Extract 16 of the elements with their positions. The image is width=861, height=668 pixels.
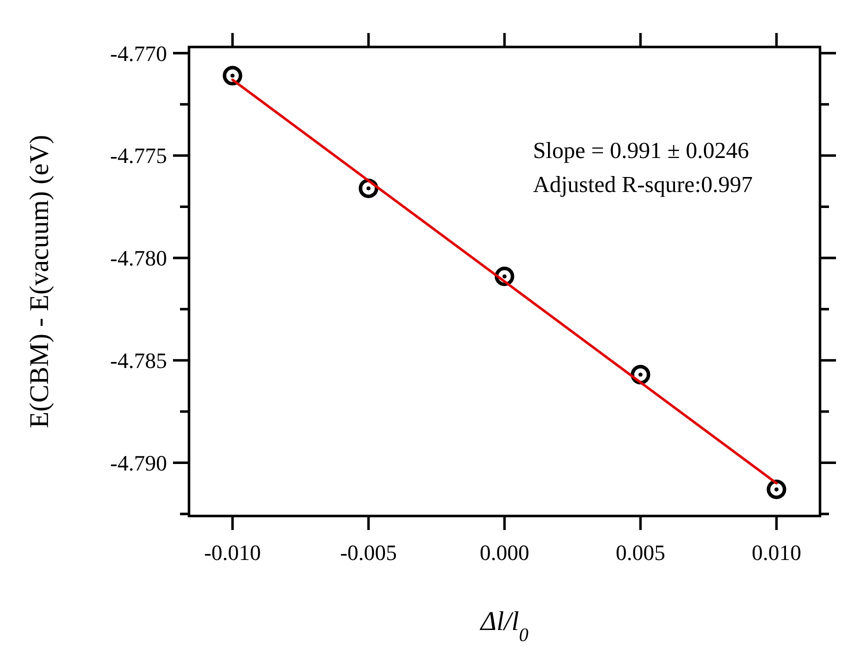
y-tick-label: -4.770 — [110, 40, 167, 66]
y-tick-label: -4.780 — [110, 246, 167, 271]
y-axis-title: E(CBM) - E(vacuum) (eV) — [24, 134, 54, 428]
annotation: Slope = 0.991 ± 0.0246 — [533, 138, 749, 163]
x-tick-label: 0.010 — [752, 540, 802, 565]
x-tick-label: 0.000 — [480, 540, 530, 565]
y-tick-label: -4.790 — [110, 450, 167, 476]
y-tick-label: -4.775 — [110, 143, 167, 168]
x-tick-label: -0.010 — [204, 540, 261, 565]
x-axis-title: Δl/l$_{0}$ — [480, 606, 529, 646]
point — [766, 480, 786, 500]
x-tick-label: -0.005 — [340, 540, 397, 565]
annotation: Adjusted R-squre:0.997 — [533, 172, 753, 197]
x-tick-label: 0.005 — [616, 540, 666, 565]
point — [222, 66, 242, 86]
y-tick-label: -4.785 — [110, 348, 167, 374]
